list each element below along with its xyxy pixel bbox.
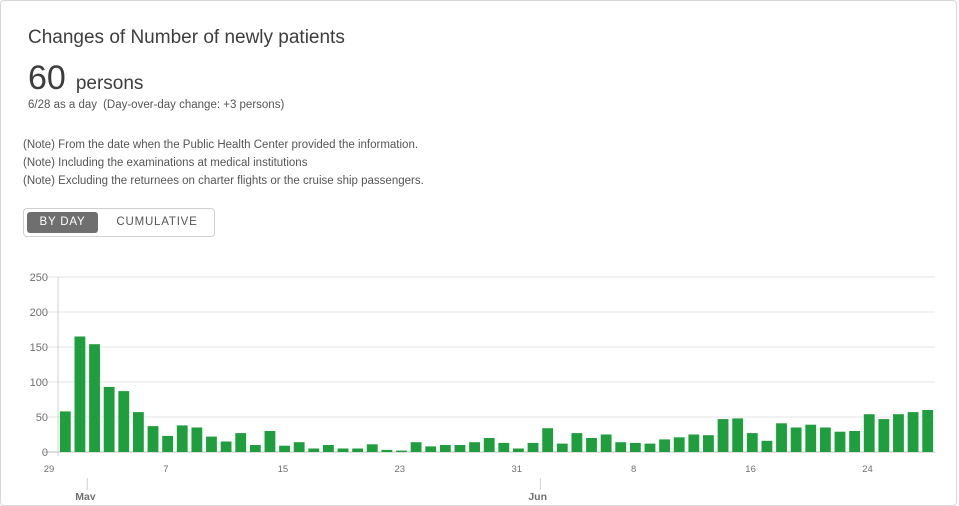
- bar[interactable]: [703, 435, 714, 452]
- month-label: May: [75, 491, 96, 500]
- bar[interactable]: [264, 431, 276, 452]
- bar[interactable]: [410, 442, 422, 452]
- bar[interactable]: [337, 448, 349, 453]
- x-tick-label: 31: [511, 464, 522, 475]
- bar[interactable]: [717, 419, 729, 452]
- bar[interactable]: [498, 442, 510, 452]
- notes-block: (Note) From the date when the Public Hea…: [23, 136, 424, 190]
- bar[interactable]: [59, 411, 71, 452]
- x-tick-label: 29: [44, 464, 55, 475]
- bar[interactable]: [834, 431, 846, 452]
- y-tick-label: 200: [30, 307, 48, 319]
- bar[interactable]: [176, 425, 188, 452]
- bar[interactable]: [439, 445, 451, 452]
- bar[interactable]: [922, 410, 934, 452]
- bar[interactable]: [89, 344, 100, 452]
- bar[interactable]: [206, 436, 217, 452]
- bar[interactable]: [878, 419, 890, 452]
- bar[interactable]: [249, 445, 261, 452]
- bar[interactable]: [454, 445, 466, 452]
- bar[interactable]: [381, 449, 393, 452]
- bar[interactable]: [162, 435, 174, 452]
- bar[interactable]: [571, 433, 583, 452]
- as-of-line: 6/28 as a day (Day-over-day change: +3 pe…: [28, 99, 284, 111]
- bar[interactable]: [863, 414, 875, 452]
- bar[interactable]: [849, 431, 861, 452]
- bar[interactable]: [586, 438, 597, 452]
- x-tick-label: 23: [395, 464, 406, 475]
- bar[interactable]: [907, 412, 919, 452]
- summary-unit: persons: [75, 73, 144, 94]
- bar[interactable]: [147, 426, 159, 452]
- bar[interactable]: [191, 427, 203, 453]
- x-tick-label: 24: [862, 464, 873, 475]
- cumulative-button[interactable]: CUMULATIVE: [116, 216, 198, 228]
- x-tick-label: 16: [745, 464, 756, 475]
- note-line: (Note) From the date when the Public Hea…: [23, 139, 419, 151]
- bar[interactable]: [688, 434, 700, 453]
- bar[interactable]: [293, 442, 305, 452]
- note-line: (Note) Including the examinations at med…: [23, 157, 308, 169]
- chart-title: Changes of Number of newly patients: [28, 27, 345, 48]
- y-tick-label: 100: [30, 377, 48, 389]
- bar[interactable]: [74, 336, 86, 453]
- bar[interactable]: [790, 427, 802, 453]
- bar[interactable]: [469, 442, 480, 452]
- y-tick-label: 150: [30, 342, 48, 354]
- bar[interactable]: [556, 443, 568, 452]
- bar[interactable]: [819, 427, 831, 453]
- bar[interactable]: [513, 448, 524, 453]
- bar[interactable]: [396, 450, 407, 452]
- bar[interactable]: [366, 444, 378, 452]
- bar[interactable]: [732, 418, 744, 452]
- bar[interactable]: [103, 386, 115, 452]
- y-tick-label: 50: [36, 412, 48, 424]
- bar[interactable]: [615, 442, 627, 452]
- bar[interactable]: [483, 438, 495, 452]
- x-tick-label: 7: [163, 464, 168, 475]
- bar[interactable]: [893, 414, 904, 452]
- view-toggle: BY DAY CUMULATIVE: [23, 208, 215, 237]
- bar[interactable]: [805, 424, 817, 452]
- day-over-day-change: (Day-over-day change: +3 persons): [103, 99, 285, 111]
- as-of-date: 6/28 as a day: [28, 99, 98, 111]
- month-label: Jun: [528, 491, 547, 500]
- bar[interactable]: [600, 434, 612, 453]
- by-day-button[interactable]: BY DAY: [27, 212, 98, 233]
- bar[interactable]: [673, 437, 685, 452]
- bar[interactable]: [235, 433, 247, 452]
- bar[interactable]: [118, 391, 130, 452]
- bar[interactable]: [323, 445, 334, 452]
- y-tick-label: 250: [30, 272, 48, 284]
- note-line: (Note) Excluding the returnees on charte…: [23, 175, 424, 187]
- bar[interactable]: [352, 448, 364, 453]
- bar[interactable]: [542, 428, 554, 452]
- bar[interactable]: [220, 441, 232, 453]
- summary-row: 60 persons: [28, 59, 143, 98]
- bar[interactable]: [659, 439, 670, 452]
- y-tick-label: 0: [42, 447, 48, 459]
- bar[interactable]: [308, 448, 320, 453]
- bar[interactable]: [746, 433, 758, 452]
- summary-value: 60: [28, 59, 66, 97]
- bar[interactable]: [132, 412, 144, 452]
- bar[interactable]: [761, 440, 773, 452]
- bar[interactable]: [644, 443, 656, 452]
- bar[interactable]: [629, 442, 641, 452]
- x-tick-label: 15: [278, 464, 289, 475]
- bar[interactable]: [527, 442, 539, 452]
- bar[interactable]: [425, 446, 437, 452]
- bar[interactable]: [279, 445, 290, 452]
- bar[interactable]: [776, 423, 787, 452]
- x-tick-label: 8: [631, 464, 636, 475]
